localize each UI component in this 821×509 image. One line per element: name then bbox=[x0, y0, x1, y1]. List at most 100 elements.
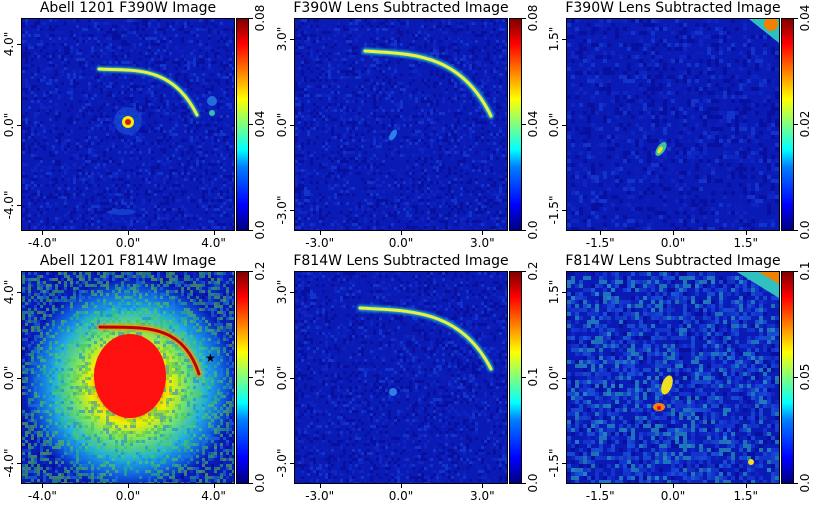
colorbar-tick-mark bbox=[794, 124, 798, 125]
x-tick-label: -1.5" bbox=[585, 489, 615, 503]
colorbar-tick-mark bbox=[522, 483, 526, 484]
x-tick-label: -1.5" bbox=[585, 236, 615, 250]
colorbar-tick-label: 0.0 bbox=[798, 473, 812, 493]
x-tick-mark bbox=[482, 231, 484, 235]
y-tick-mark bbox=[562, 292, 566, 294]
y-tick-label: 3.0" bbox=[275, 279, 289, 305]
faint-source bbox=[108, 209, 136, 215]
x-tick-mark bbox=[401, 231, 402, 235]
heatmap-canvas bbox=[295, 272, 507, 483]
x-tick-label: -3.0" bbox=[305, 489, 335, 503]
colorbar-tick-label: 0.1 bbox=[526, 367, 540, 387]
heatmap-image bbox=[566, 18, 780, 231]
y-tick-mark bbox=[562, 209, 566, 211]
lens-galaxy-core bbox=[94, 334, 166, 418]
chart-title: Abell 1201 F814W Image bbox=[39, 253, 217, 269]
heatmap-canvas bbox=[567, 272, 779, 483]
x-tick-label: -3.0" bbox=[305, 236, 335, 250]
colorbar-tick-mark bbox=[522, 18, 526, 19]
heatmap-image bbox=[21, 18, 235, 231]
chart-title: F390W Lens Subtracted Image bbox=[293, 0, 509, 16]
y-tick-label: 0.0" bbox=[275, 112, 289, 137]
x-tick-label: -4.0" bbox=[27, 236, 57, 250]
counter-image bbox=[389, 388, 397, 396]
colorbar-tick-label: 0.0 bbox=[526, 473, 540, 493]
x-tick-label: 3.0" bbox=[470, 236, 495, 250]
colorbar-tick-mark bbox=[522, 377, 526, 378]
colorbar-tick-mark bbox=[522, 271, 526, 272]
edge-light-core bbox=[764, 19, 778, 31]
star-marker: ★ bbox=[205, 351, 216, 365]
chart-title: F814W Lens Subtracted Image bbox=[293, 253, 509, 269]
chart-title: F814W Lens Subtracted Image bbox=[565, 253, 781, 269]
colorbar bbox=[236, 18, 249, 231]
y-tick-label: 4.0" bbox=[2, 279, 16, 305]
lensed-arc bbox=[358, 306, 493, 371]
lensed-arc bbox=[363, 49, 493, 118]
noise-texture bbox=[567, 19, 779, 230]
x-tick-mark bbox=[745, 484, 747, 488]
y-tick-label: 0.0" bbox=[2, 365, 16, 390]
colorbar-tick-label: 0.2 bbox=[253, 261, 267, 281]
heatmap-canvas: ★ bbox=[22, 272, 234, 483]
y-tick-mark bbox=[17, 462, 21, 464]
satellite-source bbox=[209, 110, 215, 116]
colorbar-tick-mark bbox=[794, 18, 798, 19]
y-tick-label: 1.5" bbox=[547, 26, 561, 52]
colorbar-tick-label: 0.0 bbox=[526, 220, 540, 240]
colorbar bbox=[781, 18, 794, 231]
x-tick-label: -4.0" bbox=[27, 489, 57, 503]
colorbar-tick-label: 0.04 bbox=[526, 110, 540, 138]
colorbar-tick-mark bbox=[794, 483, 798, 484]
colorbar-tick-label: 0.0 bbox=[798, 220, 812, 240]
y-tick-label: -1.5" bbox=[547, 448, 561, 478]
y-tick-mark bbox=[290, 39, 294, 41]
x-tick-label: 1.5" bbox=[733, 236, 759, 250]
y-tick-mark bbox=[17, 292, 21, 294]
y-tick-mark bbox=[562, 124, 566, 126]
colorbar-tick-mark bbox=[249, 124, 253, 125]
lensed-arc bbox=[98, 325, 201, 376]
y-tick-label: 0.0" bbox=[275, 365, 289, 390]
x-tick-mark bbox=[42, 484, 44, 488]
x-tick-label: 0.0" bbox=[660, 236, 686, 250]
colorbar-tick-label: 0.1 bbox=[253, 367, 267, 387]
colorbar-tick-mark bbox=[794, 271, 798, 272]
colorbar bbox=[509, 271, 522, 484]
colorbar-tick-mark bbox=[249, 230, 253, 231]
satellite-source bbox=[207, 96, 217, 106]
colorbar-tick-mark bbox=[249, 18, 253, 19]
y-tick-label: 0.0" bbox=[547, 112, 561, 137]
source-peak bbox=[657, 406, 661, 410]
x-tick-mark bbox=[482, 484, 484, 488]
y-tick-mark bbox=[17, 124, 21, 126]
x-tick-mark bbox=[600, 484, 602, 488]
colorbar-tick-label: 0.2 bbox=[526, 261, 540, 281]
y-tick-mark bbox=[290, 462, 294, 464]
y-tick-mark bbox=[290, 124, 294, 126]
colorbar-tick-mark bbox=[794, 377, 798, 378]
x-tick-mark bbox=[42, 231, 44, 235]
x-tick-label: 3.0" bbox=[470, 489, 495, 503]
x-tick-label: 0.0" bbox=[388, 236, 414, 250]
colorbar-tick-mark bbox=[522, 230, 526, 231]
x-tick-mark bbox=[213, 231, 215, 235]
heatmap-image: ★ bbox=[21, 271, 235, 484]
heatmap-image bbox=[294, 271, 508, 484]
x-tick-mark bbox=[600, 231, 602, 235]
heatmap-image bbox=[294, 18, 508, 231]
source-core bbox=[657, 146, 663, 154]
y-tick-label: 1.5" bbox=[547, 279, 561, 305]
noise-texture bbox=[567, 272, 779, 483]
colorbar-tick-label: 0.02 bbox=[798, 110, 812, 138]
noise-texture bbox=[22, 19, 234, 230]
edge-light-core bbox=[759, 272, 779, 284]
chart-title: Abell 1201 F390W Image bbox=[39, 0, 217, 16]
colorbar-tick-mark bbox=[522, 124, 526, 125]
heatmap-image bbox=[566, 271, 780, 484]
x-tick-label: 0.0" bbox=[115, 489, 141, 503]
y-tick-label: -4.0" bbox=[2, 448, 16, 478]
x-tick-mark bbox=[673, 231, 674, 235]
x-tick-mark bbox=[673, 484, 674, 488]
chart-title: F390W Lens Subtracted Image bbox=[565, 0, 781, 16]
